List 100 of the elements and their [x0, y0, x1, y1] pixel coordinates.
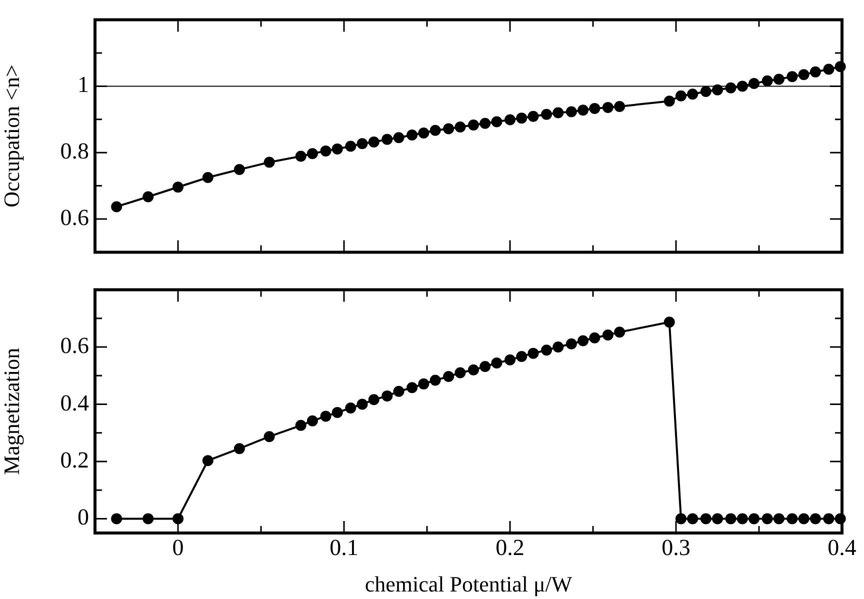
point [614, 326, 626, 338]
point [589, 102, 600, 114]
y-tick-label: 0.6 [60, 333, 89, 358]
point [480, 360, 491, 372]
point [345, 140, 356, 152]
y-axis-title: Occupation <n> [0, 64, 24, 208]
x-tick-label: 0 [172, 534, 184, 560]
point [393, 132, 404, 144]
y-tick-label: 0 [78, 504, 89, 530]
point [725, 513, 736, 524]
x-tick-label: 0.4 [828, 534, 857, 560]
point [566, 338, 577, 350]
point [468, 120, 479, 131]
point [504, 114, 516, 126]
point [306, 415, 318, 426]
x-tick-label: 0.3 [662, 534, 690, 560]
point [823, 64, 834, 75]
point [356, 138, 368, 150]
point [602, 102, 614, 113]
point [589, 332, 600, 344]
point [810, 513, 821, 524]
point [264, 156, 275, 168]
point [687, 513, 698, 524]
point [332, 143, 343, 154]
point [687, 88, 698, 100]
point [406, 130, 418, 141]
point [516, 350, 528, 362]
point [418, 128, 430, 139]
point [773, 74, 784, 85]
point [748, 513, 760, 524]
point [202, 455, 214, 466]
point [111, 201, 122, 212]
point [382, 390, 393, 402]
y-tick-label: 0.6 [60, 205, 89, 230]
point [393, 386, 404, 397]
point [773, 513, 784, 524]
point [332, 407, 343, 418]
point [675, 513, 686, 524]
point [468, 364, 479, 376]
point [528, 110, 539, 122]
point [748, 78, 760, 90]
y-tick-label: 0.8 [60, 138, 89, 164]
point [736, 80, 748, 92]
point [798, 513, 810, 524]
point [443, 123, 454, 134]
point [295, 420, 306, 431]
point [675, 90, 686, 102]
point [602, 330, 614, 341]
point [528, 348, 539, 359]
point [202, 172, 214, 183]
point [700, 513, 712, 524]
point [430, 124, 441, 136]
point [234, 443, 245, 454]
y-tick-label: 0.4 [60, 390, 90, 416]
x-tick-label: 0.2 [496, 534, 524, 560]
point [443, 370, 454, 382]
point [454, 122, 466, 133]
point [234, 164, 245, 176]
point [712, 84, 723, 96]
y-tick-label: 0.2 [60, 448, 89, 473]
point [664, 96, 675, 107]
point [172, 513, 184, 524]
point [172, 182, 184, 193]
point [320, 145, 332, 156]
x-axis-title: chemical Potential μ/W [364, 572, 572, 597]
point [712, 513, 723, 524]
point [295, 150, 306, 162]
point [430, 374, 441, 386]
point [306, 148, 318, 160]
point [142, 513, 154, 524]
point [491, 358, 502, 369]
point [725, 82, 736, 94]
point [566, 106, 577, 118]
point [700, 86, 712, 98]
point [541, 108, 552, 120]
point [798, 69, 810, 80]
point [382, 134, 393, 145]
point [345, 402, 356, 414]
point [368, 394, 380, 406]
point [541, 344, 552, 356]
point [762, 513, 773, 524]
point [418, 378, 430, 390]
point [491, 116, 502, 128]
point [736, 513, 748, 524]
point [786, 513, 798, 524]
point [406, 382, 418, 394]
point [504, 354, 516, 366]
point [480, 118, 491, 129]
point [823, 513, 834, 524]
point [111, 513, 122, 524]
point [454, 367, 466, 378]
point [664, 316, 675, 328]
point [552, 342, 564, 353]
point [762, 75, 773, 86]
point [356, 398, 368, 410]
point [810, 66, 821, 78]
point [516, 112, 528, 124]
point [786, 71, 798, 82]
point [578, 335, 589, 346]
x-tick-label: 0.1 [330, 534, 358, 560]
